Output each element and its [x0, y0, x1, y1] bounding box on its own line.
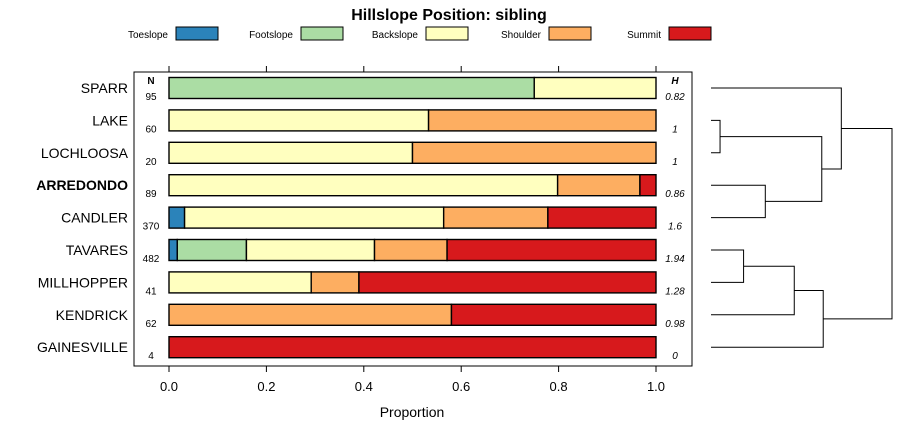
n-value-sparr: 95	[145, 92, 157, 103]
bar-segment-tavares-footslope	[176, 238, 248, 262]
bar-segment-millhopper-backslope	[168, 271, 312, 294]
dendro-link-lake-lochloosa	[711, 119, 721, 154]
plot-frame	[133, 71, 693, 367]
bar-segment-candler-summit	[547, 206, 657, 229]
n-value-candler: 370	[143, 222, 160, 233]
legend-swatch-footslope	[300, 26, 344, 41]
x-tick-label-0: 0.0	[160, 379, 178, 394]
row-label-candler: CANDLER	[61, 210, 128, 226]
h-value-candler: 1.6	[668, 222, 682, 233]
n-column-header: N	[147, 76, 154, 87]
bar-segment-candler-shoulder	[442, 206, 549, 229]
n-value-gainesville: 4	[148, 351, 154, 362]
legend: Toeslope Footslope Backslope Shoulder Summit	[128, 26, 712, 41]
bars: SPARR 95 0.82 LAKE 60 1 LOCHLOOSA 20 1 ARREDONDO 8…	[36, 76, 685, 362]
bar-segment-kendrick-shoulder	[168, 303, 453, 326]
n-value-millhopper: 41	[145, 286, 157, 297]
x-tick-label-2: 0.4	[355, 379, 373, 394]
h-value-kendrick: 0.98	[665, 319, 685, 330]
h-value-arredondo: 0.86	[665, 189, 685, 200]
legend-label-backslope: Backslope	[372, 30, 419, 41]
row-label-arredondo: ARREDONDO	[36, 177, 128, 193]
row-label-lake: LAKE	[92, 112, 128, 128]
x-axis: 0.0 0.2 0.4 0.6 0.8 1.0	[160, 66, 665, 394]
bar-segment-candler-toeslope	[168, 206, 186, 229]
x-axis-label: Proportion	[380, 404, 445, 420]
row-label-tavares: TAVARES	[66, 242, 128, 258]
row-label-sparr: SPARR	[81, 80, 128, 96]
h-value-lochloosa: 1	[672, 157, 678, 168]
x-tick-label-1: 0.2	[257, 379, 275, 394]
n-value-lochloosa: 20	[145, 157, 157, 168]
dendro-link-gainesville	[711, 290, 824, 348]
bar-segment-arredondo-shoulder	[556, 173, 641, 197]
bar-segment-arredondo-backslope	[168, 173, 559, 197]
row-label-lochloosa: LOCHLOOSA	[41, 145, 129, 161]
dendrogram	[711, 87, 893, 348]
x-tick-label-4: 0.8	[550, 379, 568, 394]
bar-segment-lochloosa-backslope	[168, 141, 414, 165]
bar-segment-sparr-backslope	[533, 76, 657, 100]
h-column-header: H	[671, 76, 679, 87]
x-tick-label-3: 0.6	[452, 379, 470, 394]
legend-label-footslope: Footslope	[249, 30, 293, 41]
bar-segment-millhopper-summit	[358, 271, 657, 294]
legend-label-summit: Summit	[627, 30, 661, 41]
legend-swatch-shoulder	[548, 26, 592, 41]
bar-segment-lake-shoulder	[427, 109, 657, 132]
bar-segment-lake-backslope	[168, 109, 430, 132]
bar-segment-millhopper-shoulder	[310, 271, 360, 294]
legend-swatch-toeslope	[175, 26, 219, 41]
n-value-arredondo: 89	[145, 189, 157, 200]
row-label-kendrick: KENDRICK	[56, 307, 129, 323]
row-label-gainesville: GAINESVILLE	[37, 339, 128, 355]
h-value-millhopper: 1.28	[665, 286, 685, 297]
bar-segment-lochloosa-shoulder	[411, 141, 657, 165]
bar-segment-kendrick-summit	[450, 303, 657, 326]
dendro-link-lake-candler	[720, 136, 823, 202]
bar-segment-tavares-summit	[446, 238, 657, 262]
dendro-link-tavares-millhopper	[711, 249, 745, 283]
row-label-millhopper: MILLHOPPER	[38, 274, 128, 290]
x-tick-label-5: 1.0	[647, 379, 665, 394]
bar-segment-tavares-toeslope	[168, 238, 178, 262]
n-value-kendrick: 62	[145, 319, 157, 330]
bar-segment-sparr-footslope	[168, 76, 535, 100]
legend-label-toeslope: Toeslope	[128, 30, 168, 41]
bar-segment-tavares-backslope	[245, 238, 376, 262]
dendro-link-candler-arredondo	[711, 184, 766, 219]
bar-segment-gainesville-summit	[168, 336, 657, 359]
legend-label-shoulder: Shoulder	[501, 30, 542, 41]
n-value-tavares: 482	[143, 254, 160, 265]
legend-swatch-summit	[668, 26, 712, 41]
h-value-lake: 1	[672, 124, 678, 135]
h-value-tavares: 1.94	[665, 254, 685, 265]
chart-title: Hillslope Position: sibling	[351, 7, 547, 24]
dendro-link-kendrick	[711, 265, 795, 316]
legend-swatch-backslope	[425, 26, 469, 41]
h-value-sparr: 0.82	[665, 92, 685, 103]
dendro-link-root	[823, 128, 893, 320]
n-value-lake: 60	[145, 124, 157, 135]
bar-segment-arredondo-summit	[639, 173, 657, 197]
bar-segment-tavares-shoulder	[373, 238, 448, 262]
bar-segment-candler-backslope	[183, 206, 445, 229]
h-value-gainesville: 0	[672, 351, 678, 362]
